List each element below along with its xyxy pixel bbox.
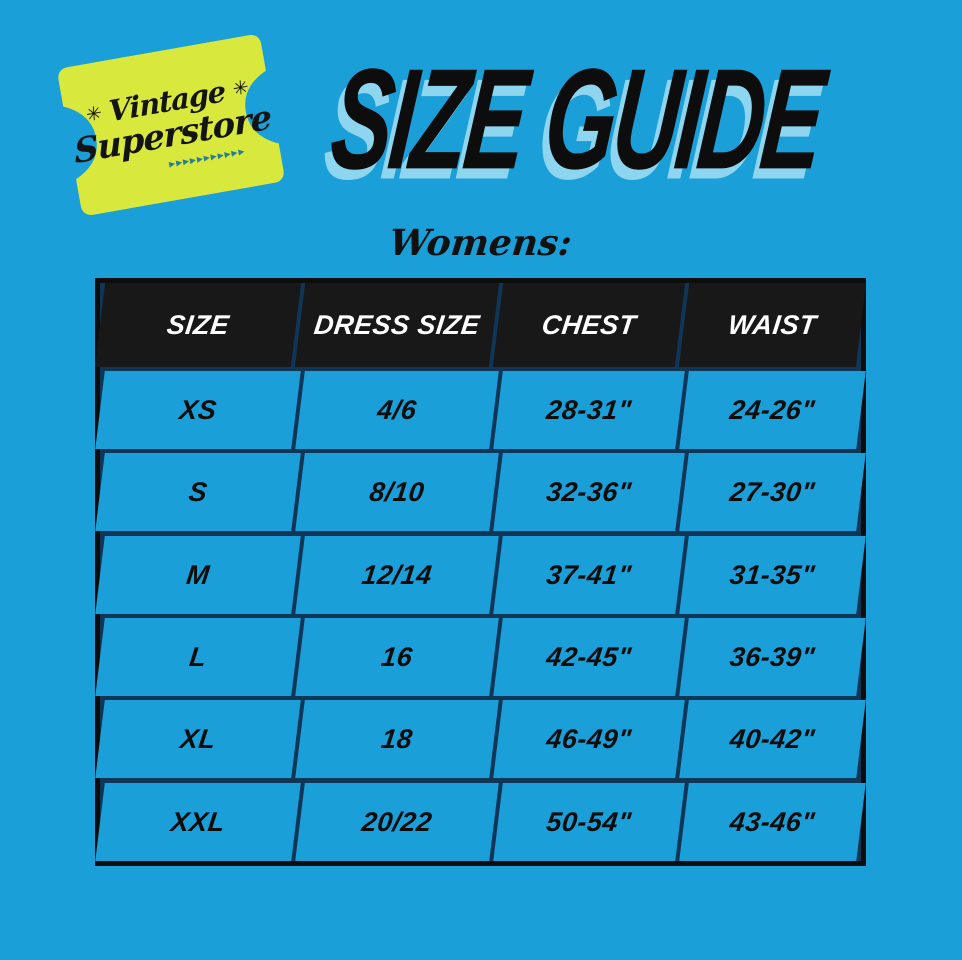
header-cell-waist: WAIST	[679, 283, 867, 367]
table-cell-m-chest: 37-41"	[493, 535, 686, 614]
table-cell-xs-chest: 28-31"	[493, 371, 686, 450]
table-cell-xs-dress: 4/6	[295, 371, 500, 450]
page-title: SIZE GUIDE	[324, 39, 829, 200]
badge-content: ✳ Vintage ✳ Superstore ▸▸▸▸▸▸▸▸▸▸▸	[57, 33, 286, 216]
table-cell-s-size: S	[95, 453, 302, 532]
table-cell-l-dress: 16	[295, 618, 500, 697]
sparkle-icon-left: ✳	[85, 101, 102, 127]
table-cell-xxl-size: XXL	[95, 782, 302, 861]
table-cell-xl-chest: 46-49"	[493, 700, 686, 779]
table-cell-l-size: L	[95, 618, 302, 697]
table-cell-xl-dress: 18	[295, 700, 500, 779]
table-cell-l-chest: 42-45"	[493, 618, 686, 697]
table-cell-s-waist: 27-30"	[679, 453, 866, 532]
table-cell-xl-size: XL	[95, 700, 302, 779]
table-cell-s-chest: 32-36"	[493, 453, 686, 532]
table-cell-xs-size: XS	[95, 371, 302, 450]
header-cell-size: SIZE	[94, 283, 302, 367]
sparkle-icon-right: ✳	[232, 75, 249, 101]
table-cell-xl-waist: 40-42"	[679, 700, 866, 779]
section-label-womens: Womens:	[387, 222, 574, 264]
ticket-shape	[58, 35, 284, 215]
size-table: SIZE DRESS SIZE CHEST WAIST XS 4/6 28-31…	[94, 278, 867, 866]
table-cell-xs-waist: 24-26"	[679, 371, 866, 450]
table-cell-xxl-dress: 20/22	[295, 782, 500, 861]
table-cell-l-waist: 36-39"	[679, 618, 866, 697]
header-cell-chest: CHEST	[493, 283, 686, 367]
table-cell-s-dress: 8/10	[295, 453, 500, 532]
table-cell-m-dress: 12/14	[295, 535, 500, 614]
table-cell-m-size: M	[95, 535, 302, 614]
header-cell-dress-size: DRESS SIZE	[295, 283, 500, 367]
table-cell-xxl-chest: 50-54"	[493, 782, 686, 861]
table-cell-m-waist: 31-35"	[679, 535, 866, 614]
table-cell-xxl-waist: 43-46"	[679, 782, 866, 861]
store-badge: ✳ Vintage ✳ Superstore ▸▸▸▸▸▸▸▸▸▸▸	[57, 33, 286, 216]
